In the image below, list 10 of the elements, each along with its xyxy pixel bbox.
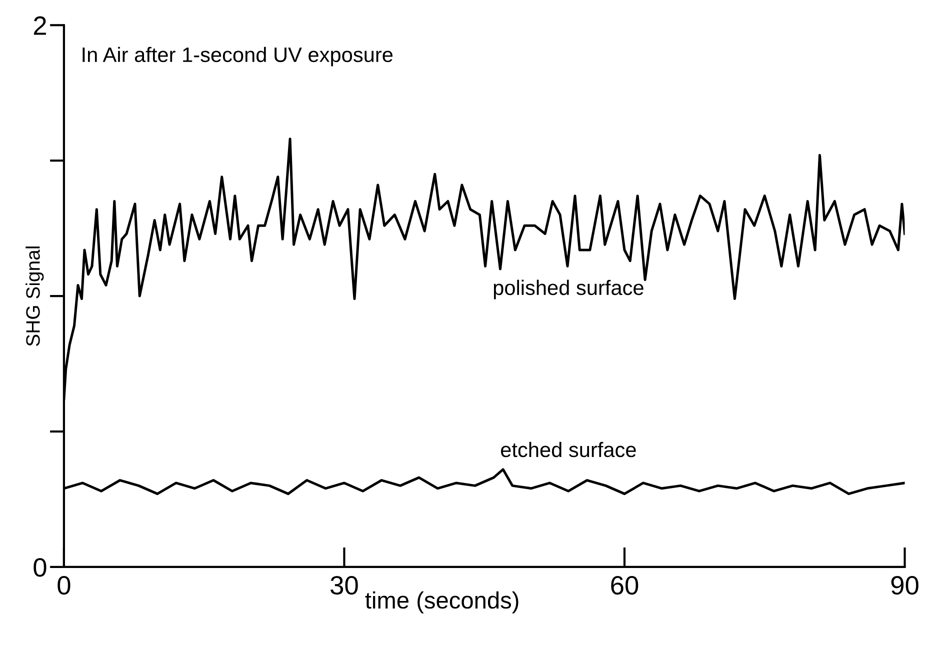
x-tick-label: 30 [330, 576, 358, 595]
x-tick-label: 0 [58, 576, 70, 595]
x-tick-label: 60 [611, 576, 638, 595]
y-axis-title: SHG Signal [26, 246, 44, 346]
x-axis-title: time (seconds) [365, 591, 518, 614]
series-label: polished surface [494, 280, 644, 300]
series-label: etched surface [501, 442, 636, 458]
annotation: In Air after 1-second UV exposure [82, 46, 393, 66]
y-tick-label: 2 [34, 16, 46, 35]
x-tick-label: 90 [891, 576, 918, 595]
